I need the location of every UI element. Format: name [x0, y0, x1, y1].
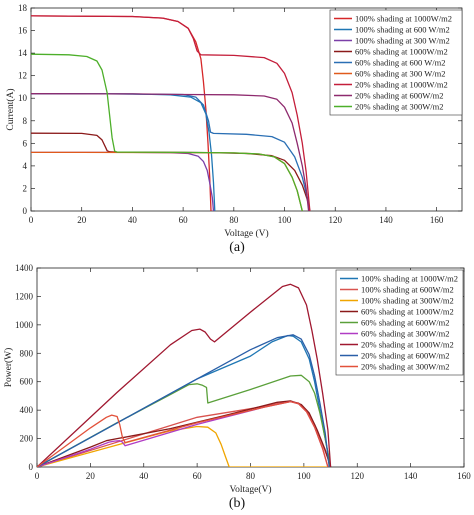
iv-chart: 0 20 40 60 80 100 120 140 160 0 2 4 6 8 10 12 14 16 18 Volt… — [5, 3, 463, 239]
x-tick-label: 100 — [278, 215, 292, 225]
y-tick-label: 2 — [23, 183, 28, 193]
y-tick-label: 16 — [18, 26, 28, 36]
x-tick-label: 120 — [351, 471, 365, 481]
x-tick-label: 60 — [179, 215, 189, 225]
y-axis-label: Current(A) — [5, 88, 16, 130]
x-tick-label: 80 — [229, 215, 239, 225]
y-tick-label: 1400 — [15, 263, 34, 273]
legend-label: 20% shading at 300W/m2 — [355, 102, 444, 112]
x-tick-label: 160 — [430, 215, 444, 225]
legend-label: 60% shading at 300 W/m2 — [355, 69, 446, 79]
x-tick-label: 160 — [457, 471, 471, 481]
x-tick-label: 80 — [246, 471, 256, 481]
series-group — [31, 15, 311, 211]
caption-b: (b) — [228, 496, 246, 511]
legend-label: 60% shading at 1000W/m2 — [355, 47, 448, 57]
y-tick-label: 8 — [23, 116, 28, 126]
series-group — [37, 283, 332, 467]
y-tick-label: 600 — [20, 377, 34, 387]
y-tick-label: 6 — [23, 138, 28, 148]
legend-label: 100% shading at 1000W/m2 — [361, 274, 458, 284]
y-tick-label: 18 — [18, 3, 28, 13]
y-tick-label: 4 — [23, 161, 28, 171]
x-tick-label: 40 — [139, 471, 149, 481]
y-tick-label: 12 — [18, 71, 27, 81]
x-tick-label: 140 — [379, 215, 393, 225]
x-tick-label: 100 — [297, 471, 311, 481]
x-tick-label: 40 — [128, 215, 138, 225]
series-line — [37, 400, 332, 467]
legend-label: 20% shading at 1000W/m2 — [361, 340, 454, 350]
x-tick-label: 140 — [404, 471, 418, 481]
caption-a: (a) — [229, 240, 245, 255]
x-tick-label: 20 — [86, 471, 96, 481]
legend-label: 60% shading at 300W/m2 — [361, 329, 450, 339]
y-tick-label: 0 — [29, 462, 34, 472]
x-tick-label: 120 — [328, 215, 342, 225]
series-line — [37, 334, 330, 467]
x-tick-label: 0 — [29, 215, 34, 225]
legend-label: 60% shading at 600W/m2 — [361, 318, 450, 328]
legend-label: 20% shading at 300W/m2 — [361, 362, 450, 372]
y-tick-label: 10 — [18, 93, 28, 103]
legend-label: 100% shading at 600W/m2 — [361, 285, 454, 295]
y-tick-label: 1200 — [15, 291, 34, 301]
legend-label: 20% shading at 600W/m2 — [361, 351, 450, 361]
y-tick-label: 14 — [18, 48, 28, 58]
y-tick-label: 1000 — [15, 320, 34, 330]
legend-label: 100% shading at 300 W/m2 — [355, 36, 450, 46]
series-line — [37, 374, 332, 467]
legend-label: 20% shading at 600W/m2 — [355, 91, 444, 101]
legend-label: 100% shading at 600 W/m2 — [355, 25, 450, 35]
series-line — [37, 283, 332, 467]
y-tick-label: 200 — [20, 434, 34, 444]
y-tick-label: 0 — [23, 206, 28, 216]
series-line — [37, 400, 329, 467]
y-tick-label: 400 — [20, 405, 34, 415]
legend-label: 100% shading at 300W/m2 — [361, 296, 454, 306]
series-line — [31, 93, 311, 211]
pv-chart: 0 20 40 60 80 100 120 140 160 0 200 400 600 800 1000 12… — [3, 263, 471, 495]
legend-label: 100% shading at 1000W/m2 — [355, 14, 452, 24]
y-axis-label: Power(W) — [3, 348, 14, 388]
x-axis-label: Voltage(V) — [229, 484, 271, 495]
x-tick-label: 60 — [193, 471, 203, 481]
series-line — [31, 15, 311, 211]
y-tick-label: 800 — [20, 348, 34, 358]
x-tick-label: 0 — [35, 471, 40, 481]
series-line — [31, 93, 310, 211]
series-line — [31, 53, 303, 211]
legend-label: 20% shading at 1000W/m2 — [355, 80, 448, 90]
x-axis-label: Voltage (V) — [224, 228, 268, 239]
x-tick-label: 20 — [77, 215, 87, 225]
legend-label: 60% shading at 1000W/m2 — [361, 307, 454, 317]
legend-label: 60% shading at 600 W/m2 — [355, 58, 446, 68]
